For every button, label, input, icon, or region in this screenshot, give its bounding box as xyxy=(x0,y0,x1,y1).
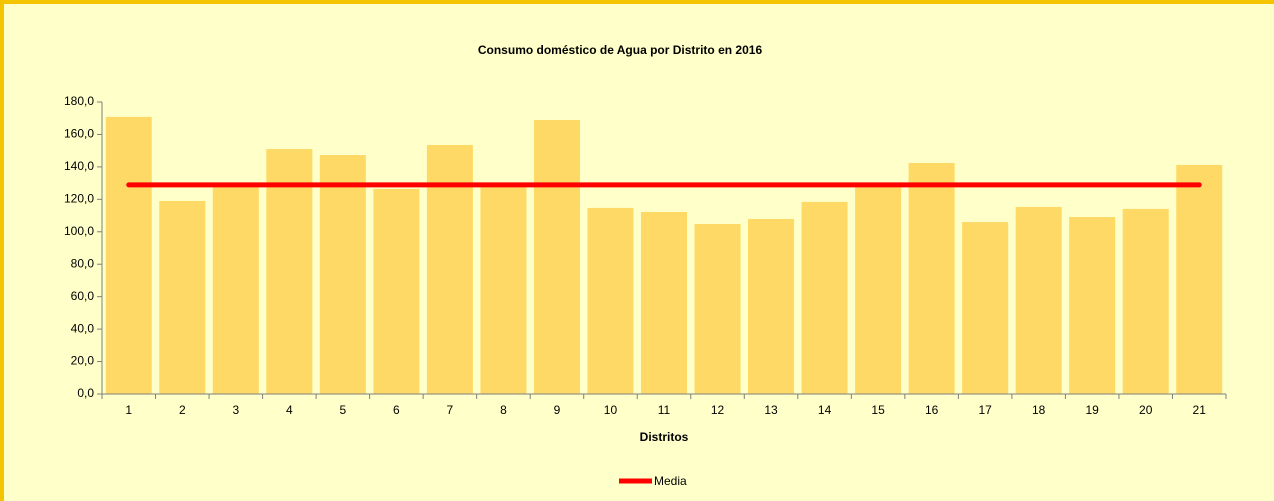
bar xyxy=(694,223,741,394)
legend-label: Media xyxy=(654,474,687,488)
bar xyxy=(105,116,152,395)
y-tick-label: 40,0 xyxy=(71,321,95,335)
x-axis-label: Distritos xyxy=(640,430,689,444)
bar xyxy=(640,211,688,394)
bar xyxy=(587,207,634,394)
x-tick-label: 4 xyxy=(286,403,293,417)
bar xyxy=(426,144,473,394)
x-tick-label: 15 xyxy=(871,403,885,417)
x-tick-label: 6 xyxy=(393,403,400,417)
x-tick-label: 10 xyxy=(604,403,618,417)
x-tick-label: 14 xyxy=(818,403,832,417)
x-tick-label: 20 xyxy=(1139,403,1153,417)
y-tick-label: 80,0 xyxy=(71,256,95,270)
bar xyxy=(1176,164,1223,394)
y-tick-label: 160,0 xyxy=(64,127,94,141)
bar xyxy=(962,222,1009,394)
x-tick-label: 19 xyxy=(1086,403,1100,417)
bar xyxy=(480,186,527,394)
bar xyxy=(319,155,366,394)
bar xyxy=(1122,208,1169,394)
x-tick-label: 9 xyxy=(554,403,561,417)
x-tick-label: 21 xyxy=(1193,403,1207,417)
y-tick-label: 120,0 xyxy=(64,192,94,206)
bar xyxy=(373,188,420,394)
x-tick-label: 3 xyxy=(232,403,239,417)
bar xyxy=(1069,217,1116,394)
x-tick-label: 18 xyxy=(1032,403,1046,417)
y-tick-label: 0,0 xyxy=(77,386,94,400)
bar xyxy=(1015,206,1062,394)
bar xyxy=(908,162,955,394)
x-tick-label: 5 xyxy=(340,403,347,417)
x-tick-label: 11 xyxy=(658,403,671,417)
y-tick-label: 20,0 xyxy=(71,354,95,368)
x-tick-label: 1 xyxy=(125,403,132,417)
x-tick-label: 8 xyxy=(500,403,507,417)
x-tick-label: 16 xyxy=(925,403,939,417)
bar xyxy=(159,200,206,394)
x-tick-label: 12 xyxy=(711,403,725,417)
y-tick-label: 180,0 xyxy=(64,94,94,108)
x-tick-label: 13 xyxy=(764,403,778,417)
bar xyxy=(533,120,580,395)
x-tick-label: 7 xyxy=(447,403,454,417)
x-tick-label: 2 xyxy=(179,403,186,417)
chart-title: Consumo doméstico de Agua por Distrito e… xyxy=(478,43,763,57)
bar xyxy=(266,149,313,394)
bar xyxy=(748,218,795,394)
y-tick-label: 100,0 xyxy=(64,224,94,238)
y-tick-label: 140,0 xyxy=(64,159,94,173)
bar xyxy=(212,187,259,394)
bar xyxy=(801,201,848,394)
bar xyxy=(855,185,902,394)
y-tick-label: 60,0 xyxy=(71,289,95,303)
x-tick-label: 17 xyxy=(978,403,992,417)
